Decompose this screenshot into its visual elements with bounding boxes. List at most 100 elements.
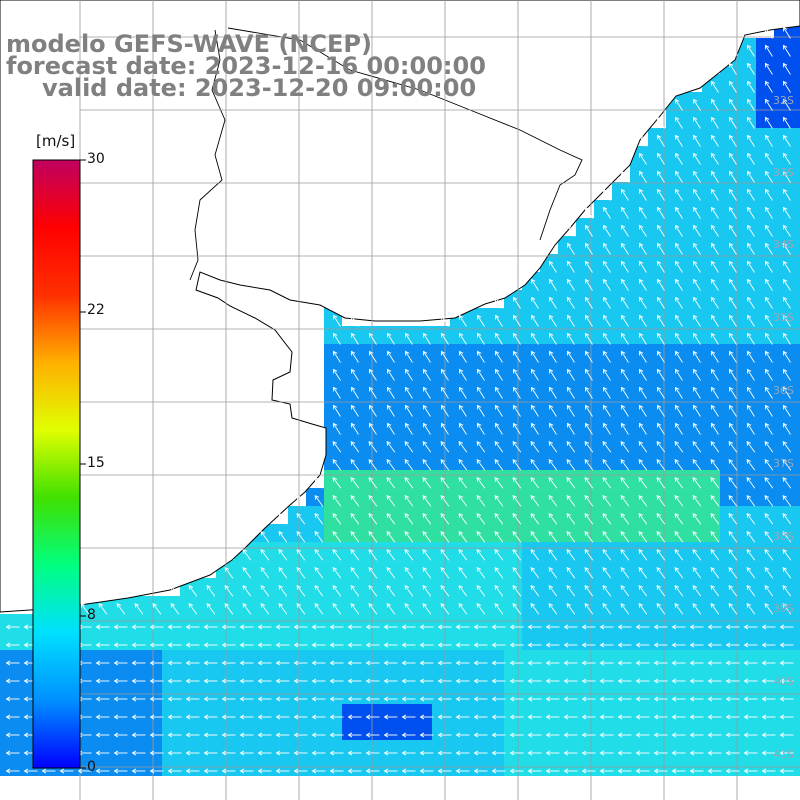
wind-speed-cell [594,740,612,758]
wind-arrow [602,495,612,507]
wind-speed-cell [540,650,558,668]
wind-arrow [527,732,542,738]
wind-arrow [653,678,668,684]
wind-speed-cell [756,128,774,146]
wind-arrow [383,624,398,630]
wind-arrow [603,404,611,417]
wind-speed-cell [702,722,720,740]
wind-speed-cell [324,614,342,632]
wind-speed-cell [594,668,612,686]
wind-speed-cell [612,632,630,650]
wind-arrow [495,350,503,363]
wind-speed-cell [702,704,720,722]
wind-arrow [386,441,396,453]
wind-arrow [585,332,593,345]
wind-speed-cell [414,740,432,758]
wind-speed-cell [684,398,702,416]
wind-arrow [729,368,737,381]
wind-speed-cell [720,704,738,722]
wind-speed-cell [522,668,540,686]
wind-speed-cell [450,380,468,398]
wind-speed-cell [414,416,432,434]
wind-speed-cell [648,200,666,218]
wind-speed-cell [540,722,558,740]
wind-arrow [351,404,359,417]
wind-arrow [495,422,503,435]
latitude-label: 39S [773,602,794,615]
wind-speed-cell [720,236,738,254]
wind-speed-cell [414,722,432,740]
wind-speed-cell [504,686,522,704]
wind-arrow [149,642,164,648]
wind-arrow [476,513,486,525]
wind-speed-cell [774,344,792,362]
wind-speed-cell [342,362,360,380]
wind-speed-cell [396,416,414,434]
wind-speed-cell [342,686,360,704]
wind-speed-cell [792,686,800,704]
wind-speed-cell [504,704,522,722]
wind-speed-cell [774,254,792,272]
wind-arrow [635,642,650,648]
wind-arrow [747,386,755,399]
wind-arrow [5,696,20,702]
wind-arrow [765,422,773,435]
wind-speed-cell [756,182,774,200]
wind-arrow [549,260,557,273]
wind-arrow [329,678,344,684]
wind-arrow [783,260,791,273]
wind-arrow [671,624,686,630]
wind-arrow [783,134,791,147]
wind-speed-cell [198,740,216,758]
wind-arrow [260,531,270,543]
wind-arrow [765,206,773,219]
wind-speed-cell [666,362,684,380]
wind-speed-cell [432,614,450,632]
wind-arrow [423,386,431,399]
wind-arrow [401,696,416,702]
wind-speed-cell [198,704,216,722]
wind-speed-cell [792,182,800,200]
wind-arrow [729,332,737,345]
wind-arrow [657,350,665,363]
wind-arrow [311,768,326,774]
wind-arrow [602,585,612,597]
wind-arrow [549,368,557,381]
wind-speed-cell [612,650,630,668]
wind-speed-cell [270,686,288,704]
wind-speed-cell [90,650,108,668]
wind-speed-cell [504,416,522,434]
wind-speed-cell [666,668,684,686]
wind-speed-cell [738,632,756,650]
wind-speed-cell [702,632,720,650]
wind-arrow [386,549,396,561]
wind-arrow [5,732,20,738]
wind-speed-cell [738,740,756,758]
wind-arrow [783,26,791,39]
wind-arrow [692,441,702,453]
wind-speed-cell [594,290,612,308]
wind-arrow [203,732,218,738]
wind-arrow [675,134,683,147]
wind-arrow [584,531,594,543]
wind-arrow [617,750,632,756]
wind-speed-cell [594,704,612,722]
wind-arrow [693,260,701,273]
wind-speed-cell [792,740,800,758]
wind-speed-cell [216,614,234,632]
wind-speed-cell [738,290,756,308]
wind-speed-cell [720,650,738,668]
wind-arrow [747,134,755,147]
wind-arrow [441,404,449,417]
wind-arrow [746,567,756,579]
wind-arrow [765,170,773,183]
wind-arrow [783,404,791,417]
wind-arrow [783,206,791,219]
wind-arrow [621,368,629,381]
wind-arrow [369,350,377,363]
wind-arrow [729,404,737,417]
wind-arrow [203,714,218,720]
wind-arrow [675,422,683,435]
wind-arrow [455,732,470,738]
wind-arrow [437,714,452,720]
